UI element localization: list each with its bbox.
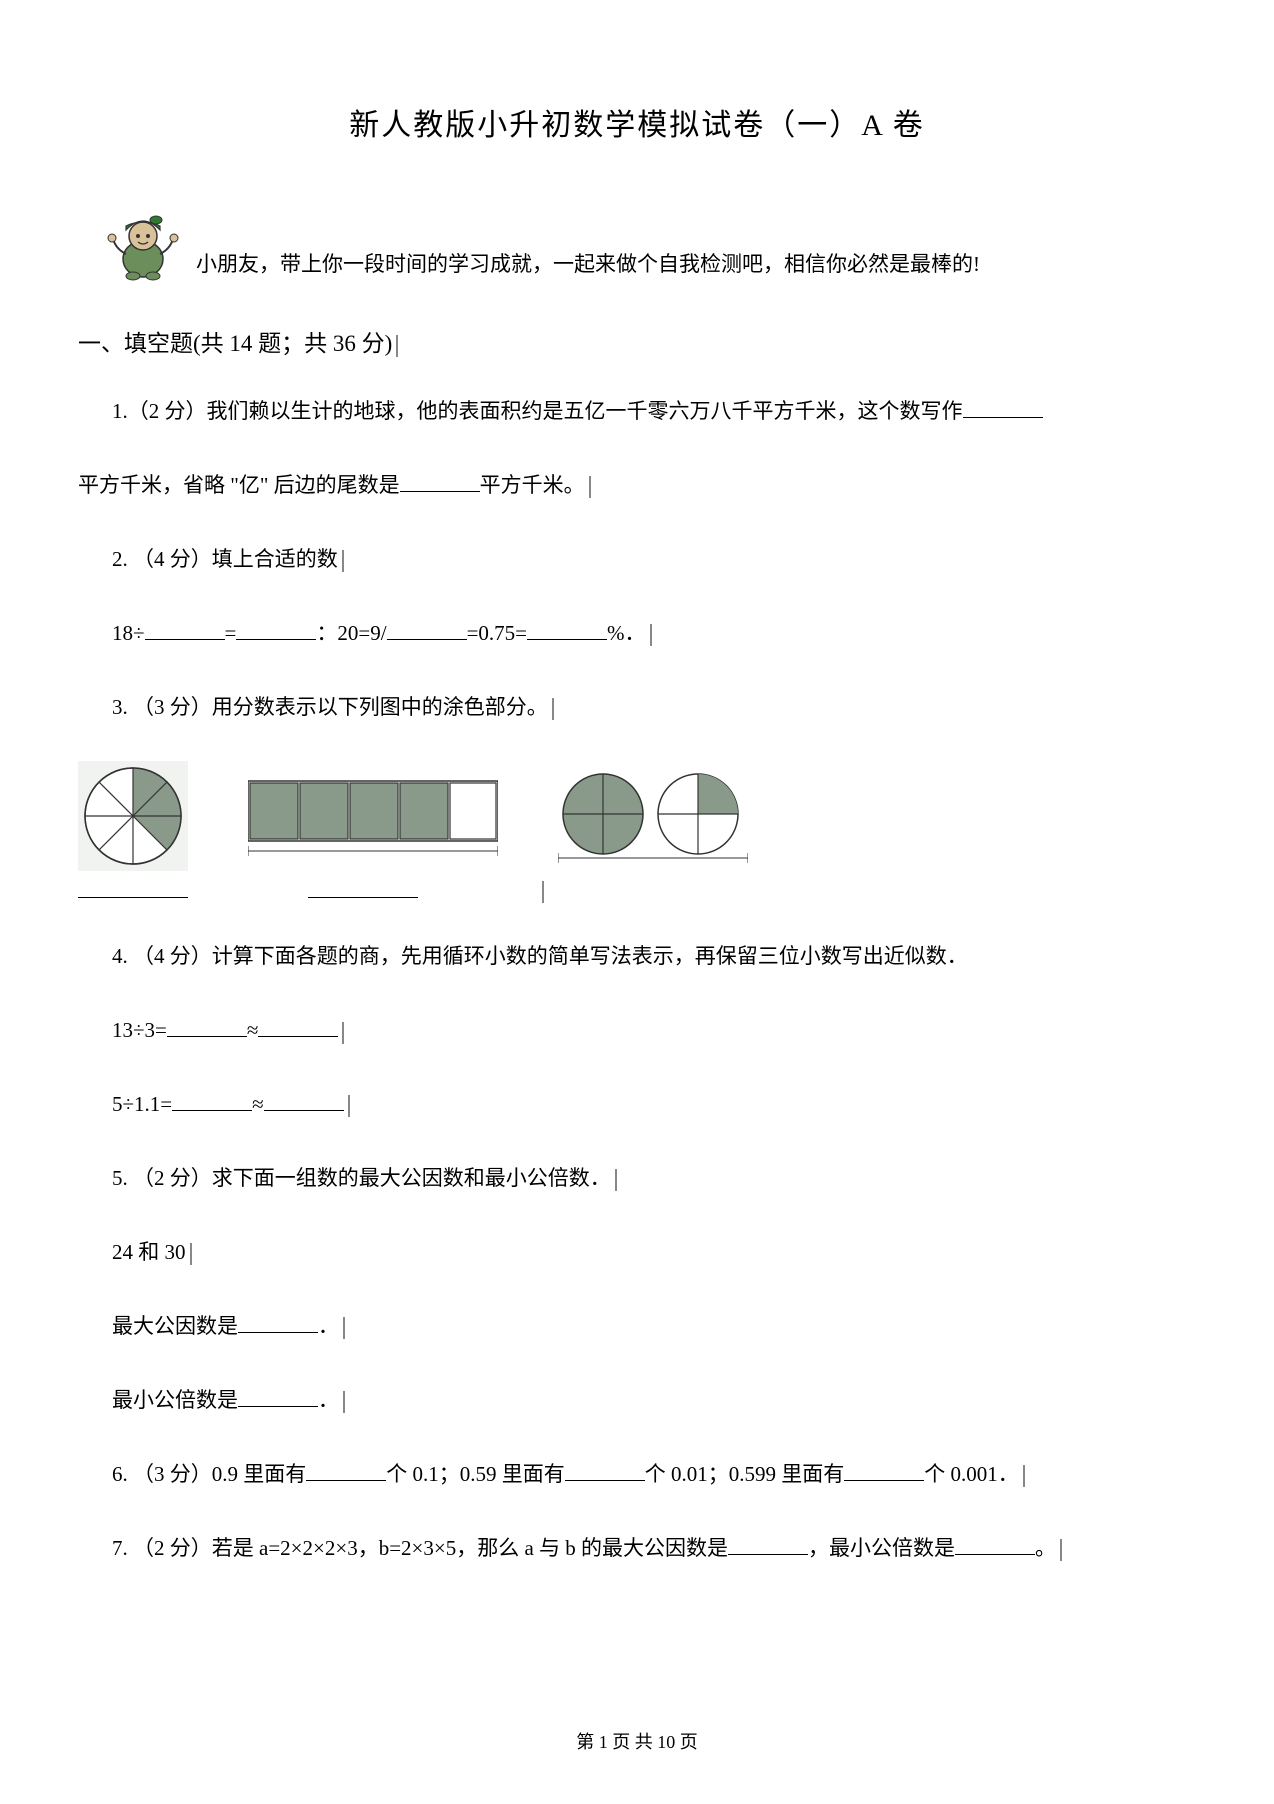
question-1-cont: 平方千米，省略 "亿" 后边的尾数是 平方千米。: [78, 466, 1196, 506]
q5-nums: 24 和 30: [112, 1240, 186, 1264]
spacer: [538, 881, 648, 903]
question-4-line1: 13÷3= ≈: [112, 1011, 1196, 1051]
question-4-line2: 5÷1.1= ≈: [112, 1085, 1196, 1125]
doc-title: 新人教版小升初数学模拟试卷（一）A 卷: [78, 100, 1196, 144]
q2-eq-b: =: [225, 621, 237, 645]
blank: [145, 618, 225, 640]
question-6: 6. （3 分）0.9 里面有 个 0.1；0.59 里面有 个 0.01；0.59…: [112, 1455, 1196, 1495]
question-1: 1.（2 分）我们赖以生计的地球，他的表面积约是五亿一千零六万八千平方千米，这个…: [112, 392, 1196, 432]
blank: [527, 618, 607, 640]
cursor-icon: [342, 1022, 344, 1044]
q2-text: 2. （4 分）填上合适的数: [112, 547, 338, 571]
q2-eq-a: 18÷: [112, 621, 145, 645]
blank: [236, 618, 316, 640]
q6-d: 个 0.001．: [924, 1462, 1019, 1486]
q4-text: 4. （4 分）计算下面各题的商，先用循环小数的简单写法表示，再保留三位小数写出…: [112, 944, 968, 968]
q4-l1b: ≈: [247, 1018, 259, 1042]
q2-eq-d: =0.75=: [467, 621, 527, 645]
page-footer: 第 1 页 共 10 页: [0, 1728, 1274, 1754]
q2-eq-e: %．: [607, 621, 646, 645]
q5-gcf: 最大公因数是: [112, 1314, 238, 1338]
cursor-icon: [589, 476, 591, 498]
cursor-icon: [342, 550, 344, 572]
q3-blanks-row: [78, 881, 1196, 903]
blank: [844, 1459, 924, 1481]
intro-text: 小朋友，带上你一段时间的学习成就，一起来做个自我检测吧，相信你必然是最棒的!: [196, 248, 980, 284]
question-2: 2. （4 分）填上合适的数: [112, 540, 1196, 580]
q4-l2a: 5÷1.1=: [112, 1092, 172, 1116]
cursor-icon: [650, 624, 652, 646]
mascot-icon: [98, 204, 188, 284]
page: 新人教版小升初数学模拟试卷（一）A 卷 小朋友，带上你一段时间的学习成就，一起来…: [0, 0, 1274, 1804]
cursor-icon: [190, 1243, 192, 1265]
blank: [306, 1459, 386, 1481]
intro-row: 小朋友，带上你一段时间的学习成就，一起来做个自我检测吧，相信你必然是最棒的!: [78, 204, 1196, 284]
blank: [400, 470, 480, 492]
q7-a: 7. （2 分）若是 a=2×2×2×3，b=2×3×5，那么 a 与 b 的最…: [112, 1536, 728, 1560]
question-4: 4. （4 分）计算下面各题的商，先用循环小数的简单写法表示，再保留三位小数写出…: [112, 937, 1196, 977]
question-5-nums: 24 和 30: [112, 1233, 1196, 1273]
q2-eq-c: ：20=9/: [316, 621, 386, 645]
cursor-icon: [396, 335, 398, 357]
q4-l2b: ≈: [252, 1092, 264, 1116]
blank: [955, 1533, 1035, 1555]
cursor-icon: [343, 1391, 345, 1413]
blank: [238, 1311, 318, 1333]
q1-text-b: 平方千米，省略 "亿" 后边的尾数是: [78, 473, 400, 497]
q3-diagrams: [78, 761, 1196, 871]
cursor-icon: [1023, 1465, 1025, 1487]
q7-c: 。: [1035, 1536, 1056, 1560]
cursor-icon: [615, 1169, 617, 1191]
blank: [258, 1015, 338, 1037]
cursor-icon: [1060, 1539, 1062, 1561]
q4-l1a: 13÷3=: [112, 1018, 167, 1042]
section-1-heading-text: 一、填空题(共 14 题；共 36 分): [78, 331, 392, 356]
blank: [308, 881, 418, 898]
q1-text-c: 平方千米。: [480, 473, 585, 497]
cursor-icon: [348, 1095, 350, 1117]
question-2-equation: 18÷ = ：20=9/ =0.75= %．: [112, 614, 1196, 654]
q1-text-a: 1.（2 分）我们赖以生计的地球，他的表面积约是五亿一千零六万八千平方千米，这个…: [112, 399, 963, 423]
blank: [172, 1089, 252, 1111]
circles-diagram: [558, 766, 748, 866]
cursor-icon: [343, 1317, 345, 1339]
question-5: 5. （2 分）求下面一组数的最大公因数和最小公倍数．: [112, 1159, 1196, 1199]
blank: [78, 881, 188, 898]
question-3: 3. （3 分）用分数表示以下列图中的涂色部分。: [112, 688, 1196, 728]
blank: [387, 618, 467, 640]
blank: [264, 1089, 344, 1111]
q3-text: 3. （3 分）用分数表示以下列图中的涂色部分。: [112, 695, 548, 719]
blank: [963, 396, 1043, 418]
question-7: 7. （2 分）若是 a=2×2×2×3，b=2×3×5，那么 a 与 b 的最…: [112, 1529, 1196, 1569]
q5-lcm: 最小公倍数是: [112, 1388, 238, 1412]
q7-b: ，最小公倍数是: [808, 1536, 955, 1560]
q6-b: 个 0.1；0.59 里面有: [386, 1462, 565, 1486]
blank: [728, 1533, 808, 1555]
rect-diagram: [248, 771, 498, 861]
pie-diagram: [78, 761, 188, 871]
question-5-gcf: 最大公因数是．: [112, 1307, 1196, 1347]
cursor-icon: [542, 881, 544, 903]
q6-c: 个 0.01；0.599 里面有: [645, 1462, 845, 1486]
blank: [167, 1015, 247, 1037]
q6-a: 6. （3 分）0.9 里面有: [112, 1462, 306, 1486]
question-5-lcm: 最小公倍数是．: [112, 1381, 1196, 1421]
blank: [565, 1459, 645, 1481]
cursor-icon: [552, 698, 554, 720]
blank: [238, 1385, 318, 1407]
section-1-heading: 一、填空题(共 14 题；共 36 分): [78, 324, 1196, 358]
q5-text: 5. （2 分）求下面一组数的最大公因数和最小公倍数．: [112, 1166, 611, 1190]
